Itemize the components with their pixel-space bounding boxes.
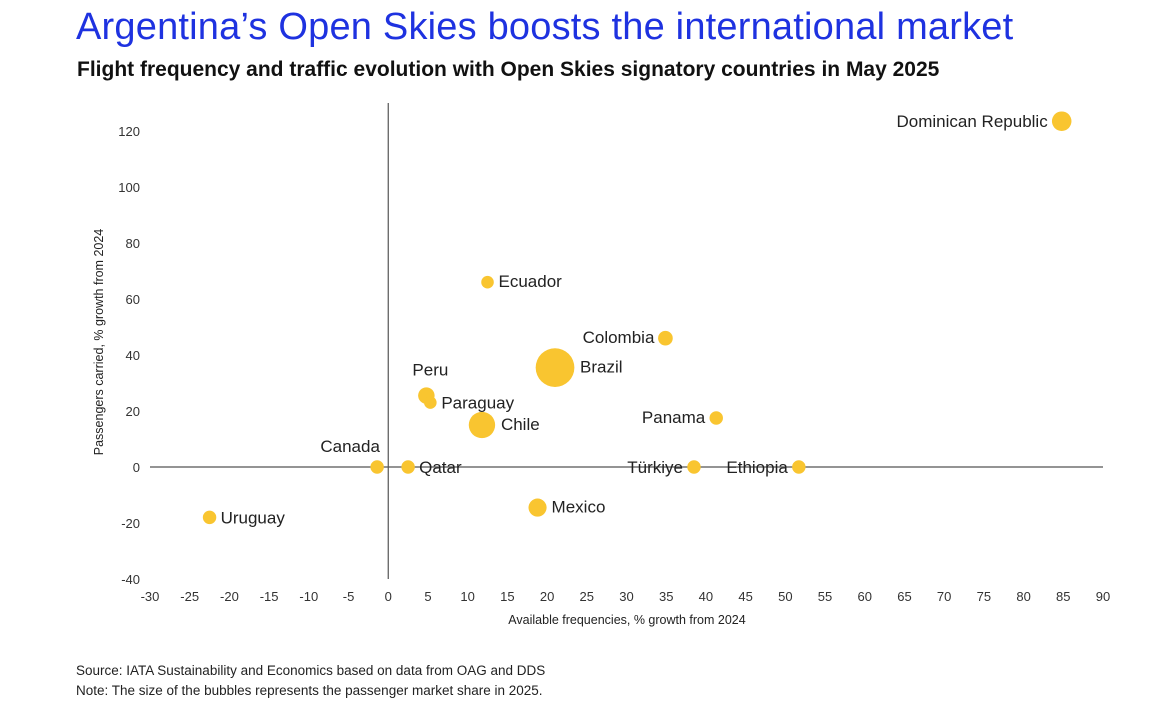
y-tick-label: 80: [126, 236, 140, 251]
x-tick-label: 25: [580, 589, 594, 604]
bubble-paraguay: [424, 396, 437, 409]
bubble-brazil: [535, 348, 575, 387]
y-tick-label: 40: [126, 348, 140, 363]
bubble-canada: [370, 460, 384, 474]
x-tick-label: 90: [1096, 589, 1110, 604]
x-tick-label: 50: [778, 589, 792, 604]
x-tick-label: 30: [619, 589, 633, 604]
label-ethiopia: Ethiopia: [726, 458, 788, 477]
bubble-dominican-republic: [1051, 111, 1072, 131]
bubble-panama: [709, 411, 723, 425]
bubbles-layer: [202, 111, 1072, 525]
bubble-ethiopia: [792, 460, 806, 474]
axes-layer: -30 -25 -20 -15 -10 -5 0 5 10 15 20 25 30 35 40 45 50 55 6…: [118, 103, 1110, 604]
label-peru: Peru: [412, 361, 448, 380]
x-tick-label: 5: [424, 589, 431, 604]
chart-subtitle: Flight frequency and traffic evolution w…: [77, 58, 940, 81]
bubble-colombia: [658, 330, 673, 346]
bubble-t-rkiye: [687, 460, 701, 474]
x-tick-label: 75: [977, 589, 991, 604]
source-note: Source: IATA Sustainability and Economic…: [76, 663, 546, 678]
y-tick-label: -40: [121, 572, 140, 587]
x-tick-label: 20: [540, 589, 554, 604]
x-tick-label: 40: [699, 589, 713, 604]
y-tick-label: -20: [121, 516, 140, 531]
label-paraguay: Paraguay: [441, 394, 514, 413]
label-brazil: Brazil: [580, 358, 623, 377]
x-tick-label: -5: [343, 589, 355, 604]
x-tick-label: 80: [1016, 589, 1030, 604]
bubble-mexico: [528, 498, 547, 517]
x-tick-label: 0: [385, 589, 392, 604]
x-tick-label: 35: [659, 589, 673, 604]
x-tick-label: -20: [220, 589, 239, 604]
label-t-rkiye: Türkiye: [627, 458, 683, 477]
chart-title: Argentina’s Open Skies boosts the intern…: [76, 6, 1014, 48]
x-tick-label: 70: [937, 589, 951, 604]
label-uruguay: Uruguay: [221, 508, 286, 527]
y-tick-label: 0: [133, 460, 140, 475]
bubble-size-note: Note: The size of the bubbles represents…: [76, 683, 543, 698]
label-colombia: Colombia: [583, 328, 655, 347]
y-tick-label: 120: [118, 124, 140, 139]
label-canada: Canada: [320, 437, 380, 456]
x-tick-label: 15: [500, 589, 514, 604]
x-tick-label: -30: [141, 589, 160, 604]
label-mexico: Mexico: [552, 498, 606, 517]
x-tick-label: 85: [1056, 589, 1070, 604]
label-ecuador: Ecuador: [499, 272, 563, 291]
x-tick-label: 55: [818, 589, 832, 604]
bubble-qatar: [401, 460, 415, 474]
bubble-chile: [468, 411, 496, 439]
x-tick-label: -15: [260, 589, 279, 604]
x-tick-label: 45: [738, 589, 752, 604]
y-tick-label: 20: [126, 404, 140, 419]
bubble-uruguay: [202, 510, 217, 525]
x-tick-label: 60: [858, 589, 872, 604]
x-tick-label: 65: [897, 589, 911, 604]
y-tick-label: 100: [118, 180, 140, 195]
label-dominican-republic: Dominican Republic: [897, 112, 1049, 131]
labels-layer: Dominican Republic Ecuador Colombia Brazil P…: [221, 112, 1049, 527]
y-tick-label: 60: [126, 292, 140, 307]
bubble-ecuador: [481, 275, 494, 289]
x-axis-title: Available frequencies, % growth from 202…: [508, 613, 745, 627]
bubble-chart: -30 -25 -20 -15 -10 -5 0 5 10 15 20 25 30 35 40 45 50 55 6…: [92, 103, 1110, 627]
y-axis-title: Passengers carried, % growth from 2024: [92, 229, 106, 456]
x-tick-label: -25: [180, 589, 199, 604]
x-tick-label: 10: [460, 589, 474, 604]
x-tick-label: -10: [299, 589, 318, 604]
label-chile: Chile: [501, 415, 540, 434]
label-qatar: Qatar: [419, 458, 462, 477]
label-panama: Panama: [642, 408, 706, 427]
